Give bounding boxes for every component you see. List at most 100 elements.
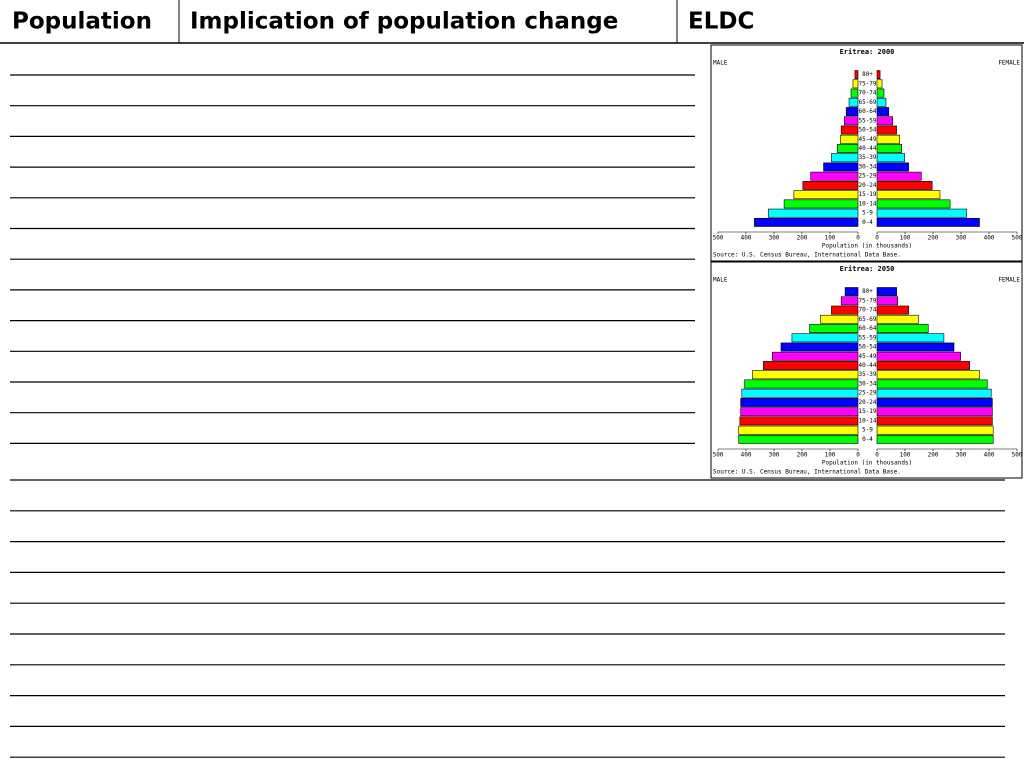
age-label: 60-64 bbox=[858, 108, 876, 115]
x-tick-label: 0 bbox=[875, 452, 879, 459]
bar bbox=[876, 333, 945, 343]
age-label: 20-24 bbox=[858, 182, 876, 189]
bar bbox=[772, 351, 859, 361]
bar bbox=[848, 97, 859, 107]
bar bbox=[791, 333, 859, 343]
bar bbox=[876, 125, 897, 135]
x-tick-label: 0 bbox=[856, 452, 860, 459]
bar bbox=[876, 398, 993, 407]
bar bbox=[840, 125, 859, 135]
age-label: 0-4 bbox=[862, 219, 873, 226]
x-tick-label: 300 bbox=[769, 452, 780, 459]
bar bbox=[876, 342, 955, 352]
bar bbox=[876, 199, 951, 209]
x-tick-label: 300 bbox=[956, 452, 967, 459]
bar bbox=[876, 434, 994, 444]
bar bbox=[876, 190, 941, 200]
age-label: 50-54 bbox=[858, 127, 876, 134]
bar bbox=[802, 181, 859, 190]
bar bbox=[876, 388, 992, 398]
bar bbox=[854, 70, 859, 80]
age-label: 45-49 bbox=[858, 136, 876, 143]
bar bbox=[820, 314, 859, 324]
bar bbox=[852, 79, 859, 89]
bar bbox=[823, 162, 859, 172]
age-label: 75-79 bbox=[858, 297, 876, 304]
bar bbox=[738, 434, 859, 444]
x-tick-label: 300 bbox=[956, 235, 967, 242]
age-label: 30-34 bbox=[858, 380, 876, 387]
age-label: 75-79 bbox=[858, 80, 876, 87]
bar bbox=[741, 388, 859, 398]
x-tick-label: 400 bbox=[984, 452, 995, 459]
bar bbox=[850, 88, 859, 98]
x-tick-label: 200 bbox=[928, 452, 939, 459]
bar bbox=[783, 199, 859, 209]
age-label: 80+ bbox=[862, 288, 873, 295]
age-label: 70-74 bbox=[858, 307, 876, 314]
age-label: 80+ bbox=[862, 71, 873, 78]
bar bbox=[740, 398, 859, 407]
source-note: Source: U.S. Census Bureau, Internationa… bbox=[713, 469, 901, 476]
bar bbox=[876, 407, 993, 417]
bar bbox=[740, 407, 859, 417]
bar bbox=[876, 287, 897, 297]
bar bbox=[876, 379, 988, 389]
age-label: 65-69 bbox=[858, 99, 876, 106]
bar bbox=[876, 79, 883, 89]
header-cell: ELDC bbox=[688, 9, 754, 35]
age-label: 55-59 bbox=[858, 334, 876, 341]
age-label: 5-9 bbox=[862, 427, 873, 434]
chart-title: Eritrea: 2000 bbox=[840, 48, 895, 56]
x-tick-label: 400 bbox=[741, 235, 752, 242]
age-label: 40-44 bbox=[858, 145, 876, 152]
age-label: 65-69 bbox=[858, 316, 876, 323]
bar bbox=[876, 162, 909, 172]
age-label: 35-39 bbox=[858, 371, 876, 378]
legend-entry: FEMALE bbox=[998, 60, 1020, 67]
bar bbox=[843, 116, 859, 126]
age-label: 10-14 bbox=[858, 417, 876, 424]
x-tick-label: 500 bbox=[713, 452, 724, 459]
header-cell: Population bbox=[12, 9, 152, 35]
age-label: 0-4 bbox=[862, 436, 873, 443]
x-tick-label: 400 bbox=[741, 452, 752, 459]
x-tick-label: 200 bbox=[797, 235, 808, 242]
x-tick-label: 0 bbox=[856, 235, 860, 242]
x-tick-label: 500 bbox=[1012, 452, 1023, 459]
bar bbox=[845, 107, 859, 116]
bar bbox=[752, 370, 859, 380]
bar bbox=[768, 208, 859, 218]
bar bbox=[876, 324, 929, 333]
bar bbox=[780, 342, 859, 352]
bar bbox=[739, 416, 859, 426]
bar bbox=[876, 370, 980, 380]
x-tick-label: 100 bbox=[900, 235, 911, 242]
x-tick-label: 400 bbox=[984, 235, 995, 242]
bar bbox=[876, 208, 967, 218]
age-label: 25-29 bbox=[858, 173, 876, 180]
bar bbox=[876, 116, 893, 126]
bar bbox=[840, 296, 859, 306]
age-label: 60-64 bbox=[858, 325, 876, 332]
age-label: 40-44 bbox=[858, 362, 876, 369]
x-tick-label: 100 bbox=[900, 452, 911, 459]
bar bbox=[876, 425, 994, 435]
legend-entry: MALE bbox=[713, 277, 728, 284]
bar bbox=[831, 153, 859, 163]
age-label: 20-24 bbox=[858, 399, 876, 406]
x-tick-label: 200 bbox=[797, 452, 808, 459]
x-tick-label: 200 bbox=[928, 235, 939, 242]
age-label: 15-19 bbox=[858, 191, 876, 198]
bar bbox=[876, 88, 885, 98]
age-label: 55-59 bbox=[858, 117, 876, 124]
bar bbox=[876, 416, 993, 426]
header-cell: Implication of population change bbox=[190, 9, 618, 35]
legend-entry: MALE bbox=[713, 60, 728, 67]
bar bbox=[876, 217, 980, 227]
bar bbox=[876, 153, 906, 163]
legend-entry: FEMALE bbox=[998, 277, 1020, 284]
age-label: 35-39 bbox=[858, 154, 876, 161]
age-label: 45-49 bbox=[858, 353, 876, 360]
